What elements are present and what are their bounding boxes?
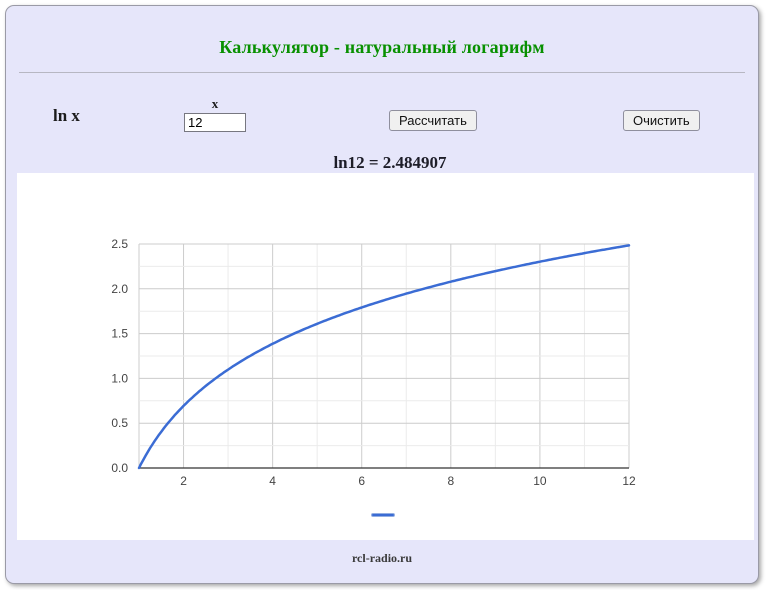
svg-text:2.5: 2.5 (111, 237, 128, 251)
svg-text:8: 8 (447, 474, 454, 488)
svg-text:0.5: 0.5 (111, 416, 128, 430)
function-label: ln x (53, 106, 80, 125)
svg-text:2: 2 (180, 474, 187, 488)
svg-text:10: 10 (533, 474, 547, 488)
x-input[interactable] (184, 113, 246, 132)
page-title: Калькулятор - натуральный логарифм (219, 37, 545, 57)
x-input-label: x (211, 96, 219, 111)
calculator-card: Калькулятор - натуральный логарифм ln x … (5, 5, 759, 584)
svg-text:4: 4 (269, 474, 276, 488)
svg-text:12: 12 (622, 474, 636, 488)
chart-area: 0.0 0.5 1.0 1.5 2.0 2.5 2 4 6 8 10 12 (17, 173, 754, 540)
svg-text:1.5: 1.5 (111, 327, 128, 341)
input-group: x (183, 96, 247, 132)
result-text: ln12 = 2.484907 (333, 153, 447, 172)
svg-text:2.0: 2.0 (111, 282, 128, 296)
site-credit: rcl-radio.ru (351, 551, 413, 565)
clear-button[interactable]: Очистить (623, 110, 700, 131)
calculate-button[interactable]: Рассчитать (389, 110, 477, 131)
svg-text:6: 6 (358, 474, 365, 488)
title-divider (19, 72, 745, 73)
legend-line-sample (371, 513, 395, 517)
svg-text:0.0: 0.0 (111, 461, 128, 475)
ln-curve-chart: 0.0 0.5 1.0 1.5 2.0 2.5 2 4 6 8 10 12 (111, 237, 636, 488)
svg-text:1.0: 1.0 (111, 371, 128, 385)
